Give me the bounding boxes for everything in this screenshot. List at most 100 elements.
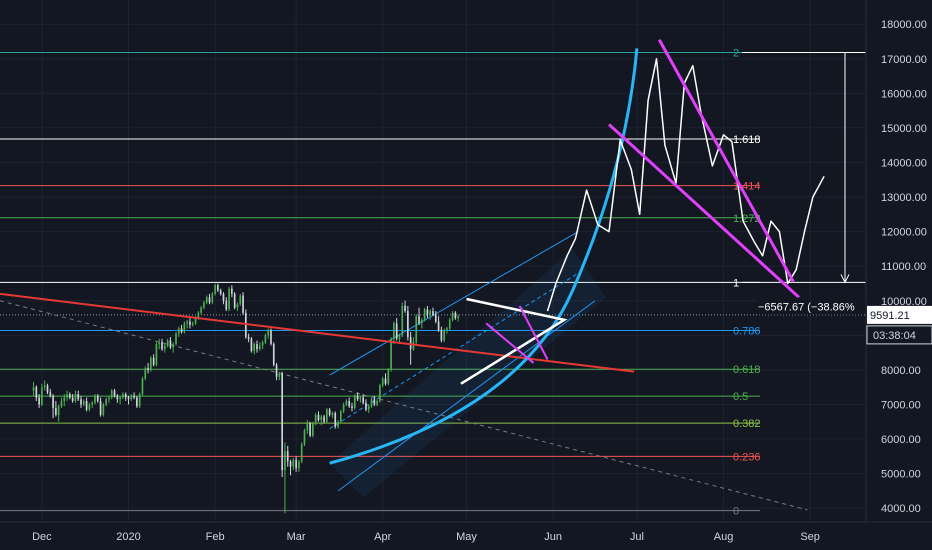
candle-body bbox=[144, 368, 147, 379]
candle-body bbox=[116, 395, 119, 400]
channel-top bbox=[329, 231, 579, 376]
candle-body bbox=[203, 302, 205, 308]
price-tick-label: 14000.00 bbox=[881, 157, 927, 169]
time-tick-label: May bbox=[456, 531, 477, 543]
candle-body bbox=[328, 409, 331, 415]
candle-body bbox=[415, 316, 418, 343]
fib-label: 0.382 bbox=[733, 418, 761, 430]
candle-body bbox=[395, 323, 398, 339]
fib-label: 0.618 bbox=[733, 364, 761, 376]
candle-body bbox=[261, 342, 264, 346]
fib-label: 0 bbox=[733, 506, 739, 518]
price-axis-bg bbox=[866, 0, 932, 550]
candle-body bbox=[138, 394, 141, 407]
price-tick-label: 11000.00 bbox=[881, 261, 926, 273]
candle-body bbox=[270, 330, 272, 344]
candle-body bbox=[367, 406, 370, 410]
measure-label: −6567.67 (−38.86% bbox=[758, 302, 855, 314]
dashed-trendline bbox=[0, 300, 808, 511]
candle-body bbox=[320, 416, 323, 421]
candle-body bbox=[41, 387, 43, 405]
candle-body bbox=[122, 394, 124, 398]
candle-body bbox=[284, 451, 286, 471]
candle-body bbox=[256, 343, 258, 350]
candle-body bbox=[404, 305, 406, 312]
projection-path bbox=[546, 58, 825, 312]
candle-body bbox=[390, 338, 392, 370]
candle-body bbox=[175, 333, 177, 344]
price-tick-label: 6000.00 bbox=[881, 434, 921, 446]
candle-body bbox=[180, 328, 183, 332]
candle-body bbox=[381, 378, 384, 386]
time-tick-label: 2020 bbox=[116, 531, 140, 543]
price-tick-label: 10000.00 bbox=[881, 296, 927, 308]
candle-body bbox=[231, 288, 233, 294]
candle-body bbox=[258, 345, 261, 350]
candle-body bbox=[289, 461, 292, 467]
candle-body bbox=[398, 335, 401, 339]
candle-body bbox=[353, 395, 356, 408]
candle-body bbox=[161, 342, 163, 350]
measure-arrowhead bbox=[840, 274, 850, 284]
candle-body bbox=[150, 357, 152, 370]
candle-body bbox=[49, 392, 52, 396]
candle-body bbox=[77, 394, 80, 400]
candle-body bbox=[66, 394, 68, 398]
candle-body bbox=[119, 397, 121, 400]
candle-body bbox=[370, 399, 373, 407]
time-tick-label: Apr bbox=[374, 531, 391, 543]
flag-line bbox=[518, 305, 549, 360]
candle-body bbox=[60, 401, 63, 407]
candle-body bbox=[337, 421, 339, 427]
candle-body bbox=[356, 395, 359, 400]
candle-body bbox=[451, 312, 454, 320]
candle-body bbox=[303, 430, 306, 445]
candle-body bbox=[454, 312, 457, 319]
candle-body bbox=[331, 413, 334, 415]
candle-body bbox=[55, 407, 57, 415]
candle-body bbox=[43, 385, 46, 388]
candle-body bbox=[412, 342, 415, 350]
candles bbox=[32, 283, 459, 514]
overlay-labels: −6567.67 (−38.86% bbox=[757, 297, 863, 315]
candle-body bbox=[217, 285, 219, 291]
fib-label: 0.5 bbox=[733, 391, 748, 403]
candle-body bbox=[186, 321, 189, 324]
flag-line bbox=[485, 322, 535, 364]
candle-body bbox=[208, 297, 211, 303]
candle-body bbox=[200, 307, 202, 313]
channel-fill bbox=[329, 248, 607, 498]
candle-body bbox=[172, 343, 175, 348]
candle-body bbox=[298, 461, 300, 469]
candle-body bbox=[418, 316, 420, 324]
time-tick-label: Mar bbox=[287, 531, 306, 543]
price-tick-label: 13000.00 bbox=[881, 192, 927, 204]
candle-body bbox=[233, 293, 236, 308]
candle-body bbox=[69, 394, 71, 398]
candle-body bbox=[82, 401, 85, 405]
candle-body bbox=[376, 401, 378, 405]
candle-body bbox=[94, 395, 96, 403]
candle-body bbox=[169, 340, 172, 348]
candle-body bbox=[74, 394, 77, 402]
trend-drawings bbox=[0, 39, 825, 465]
candle-body bbox=[211, 293, 214, 303]
fib-label: 0.236 bbox=[733, 451, 761, 463]
candle-body bbox=[409, 337, 412, 350]
candle-body bbox=[166, 340, 169, 346]
candle-body bbox=[334, 413, 337, 427]
candle-body bbox=[222, 293, 225, 301]
price-axis[interactable]: 4000.005000.006000.007000.008000.009000.… bbox=[865, 0, 932, 550]
time-tick-label: Feb bbox=[206, 531, 225, 543]
candle-body bbox=[133, 395, 135, 398]
candle-body bbox=[393, 323, 395, 339]
candle-body bbox=[242, 295, 244, 313]
candle-body bbox=[130, 395, 133, 400]
time-axis[interactable]: Dec 2020 Feb Mar Apr May Jun Jul Aug Sep bbox=[0, 521, 932, 550]
triangle-pattern bbox=[460, 297, 568, 385]
candle-body bbox=[52, 395, 54, 408]
candle-body bbox=[152, 357, 155, 365]
candle-body bbox=[113, 390, 116, 396]
price-tick-label: 7000.00 bbox=[881, 399, 921, 411]
